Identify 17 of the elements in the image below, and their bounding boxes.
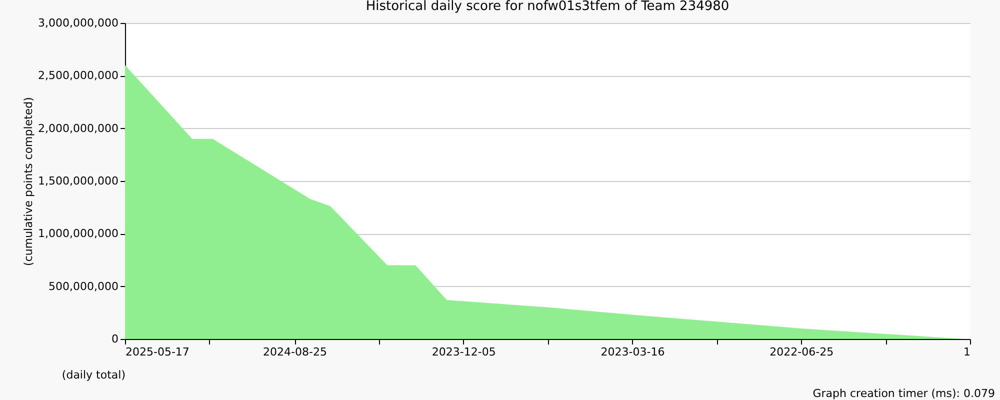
y-tick-label: 1,000,000,000	[38, 227, 118, 240]
x-tick-label: 2025-05-17	[126, 346, 190, 358]
y-tick-label: 500,000,000	[48, 280, 118, 293]
x-tick-label: 2024-08-25	[263, 346, 327, 358]
y-axis-title: (cumulative points completed)	[22, 97, 36, 266]
x-tick-label: 2023-12-05	[432, 346, 496, 358]
x-axis-title: (daily total)	[62, 368, 126, 382]
chart-title: Historical daily score for nofw01s3tfem of Team 234980	[366, 0, 730, 14]
x-tick-label: 2023-03-16	[600, 346, 665, 358]
text: Graph creation timer (ms): 0.079	[812, 387, 995, 400]
x-tick-label: 1	[964, 346, 970, 358]
y-tick-label: 2,000,000,000	[38, 122, 118, 135]
y-tick-label: 1,500,000,000	[38, 174, 118, 188]
x-tick-label: 2022-06-25	[770, 346, 834, 358]
y-tick-label: 2,500,000,000	[38, 69, 118, 82]
y-tick-label: 0	[112, 332, 118, 346]
y-tick-label: 3,000,000,000	[38, 16, 118, 30]
